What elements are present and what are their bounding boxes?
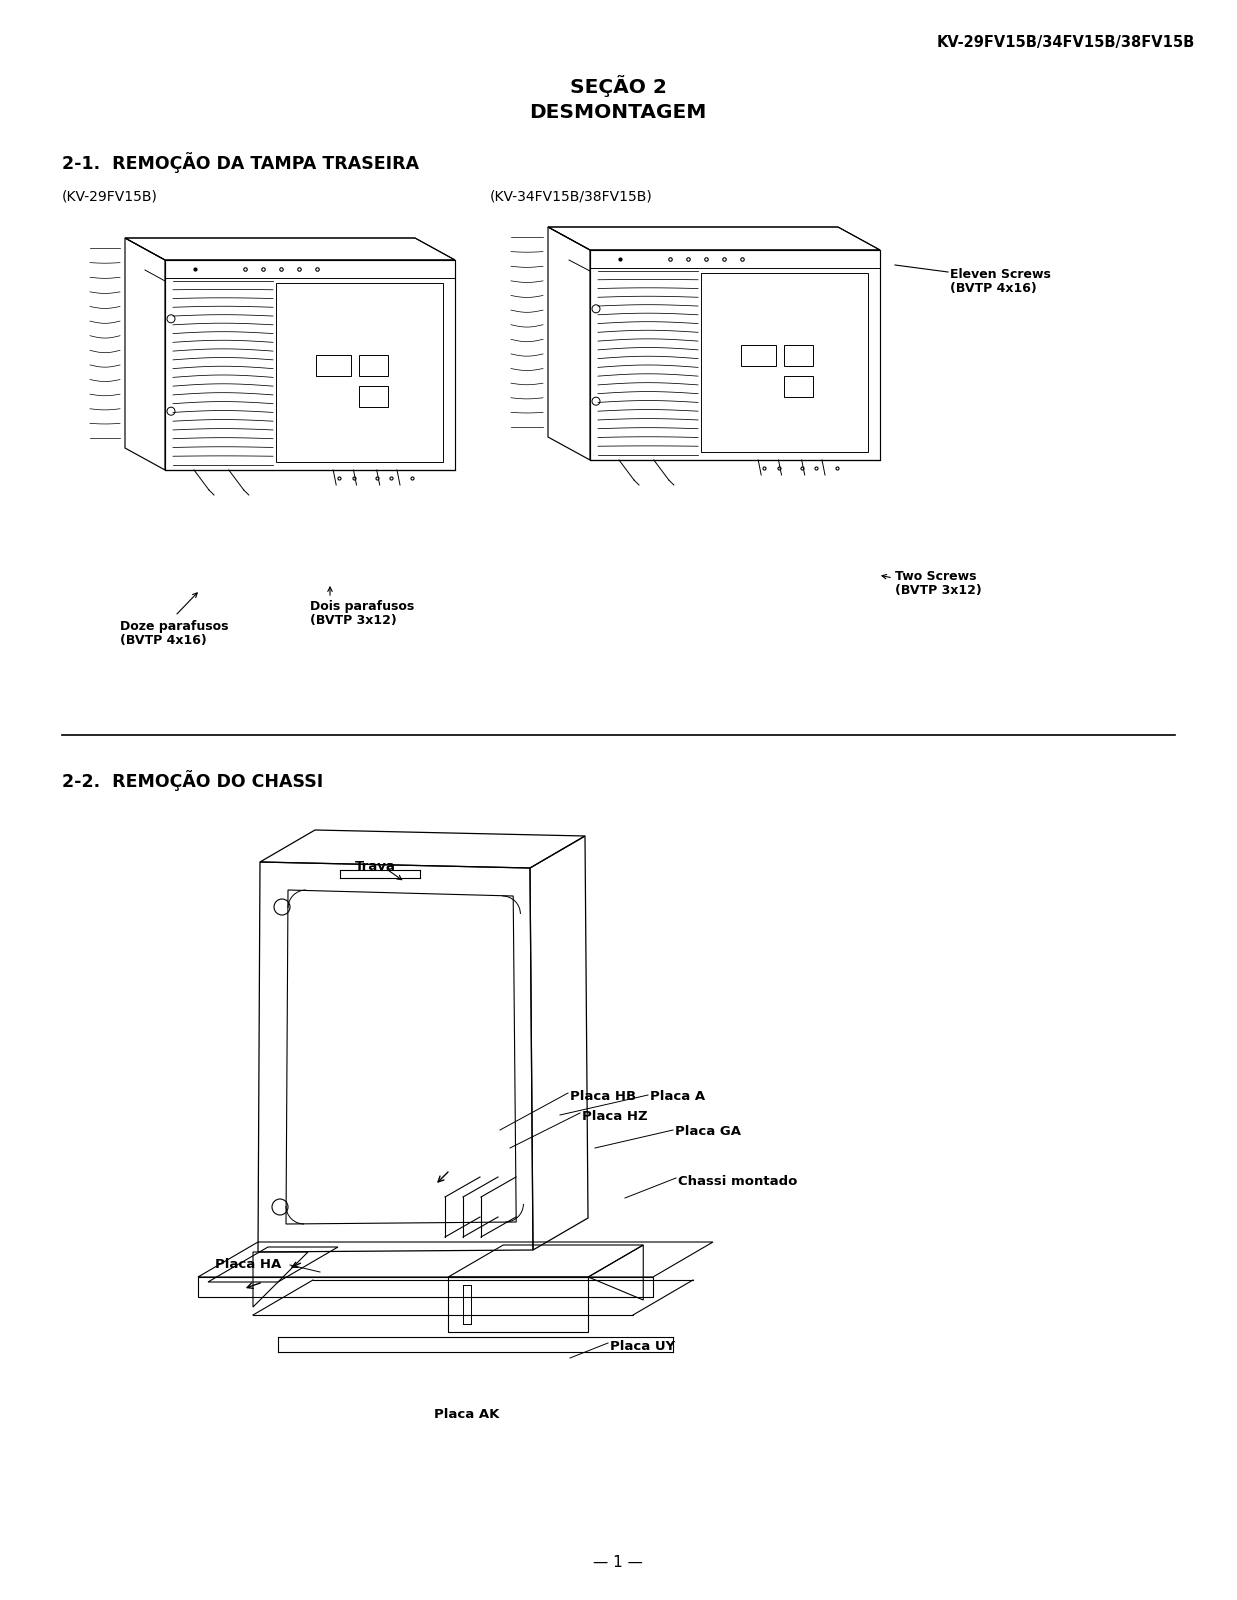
Text: Placa UY: Placa UY <box>610 1341 675 1354</box>
Text: — 1 —: — 1 — <box>593 1555 643 1570</box>
Text: Doze parafusos: Doze parafusos <box>120 619 229 634</box>
Text: 2-2.  REMOÇÃO DO CHASSI: 2-2. REMOÇÃO DO CHASSI <box>62 770 323 790</box>
Text: Eleven Screws: Eleven Screws <box>950 267 1051 282</box>
Text: (BVTP 4x16): (BVTP 4x16) <box>950 282 1037 294</box>
Text: Two Screws: Two Screws <box>896 570 976 582</box>
Text: (KV-34FV15B/38FV15B): (KV-34FV15B/38FV15B) <box>490 190 653 203</box>
Text: (BVTP 4x16): (BVTP 4x16) <box>120 634 207 646</box>
Text: Placa GA: Placa GA <box>675 1125 741 1138</box>
Text: (BVTP 3x12): (BVTP 3x12) <box>310 614 397 627</box>
Text: DESMONTAGEM: DESMONTAGEM <box>529 102 706 122</box>
Text: Placa HB: Placa HB <box>570 1090 636 1102</box>
Text: Trava: Trava <box>355 861 396 874</box>
Text: (KV-29FV15B): (KV-29FV15B) <box>62 190 158 203</box>
Text: Placa HZ: Placa HZ <box>581 1110 648 1123</box>
Text: Placa AK: Placa AK <box>434 1408 500 1421</box>
Text: SEÇÃO 2: SEÇÃO 2 <box>569 75 667 98</box>
Text: KV-29FV15B/34FV15B/38FV15B: KV-29FV15B/34FV15B/38FV15B <box>936 35 1195 50</box>
Text: Chassi montado: Chassi montado <box>678 1174 798 1187</box>
Text: Dois parafusos: Dois parafusos <box>310 600 414 613</box>
Text: 2-1.  REMOÇÃO DA TAMPA TRASEIRA: 2-1. REMOÇÃO DA TAMPA TRASEIRA <box>62 152 419 173</box>
Text: Placa A: Placa A <box>649 1090 705 1102</box>
Text: (BVTP 3x12): (BVTP 3x12) <box>896 584 982 597</box>
Text: Placa HA: Placa HA <box>215 1258 281 1270</box>
